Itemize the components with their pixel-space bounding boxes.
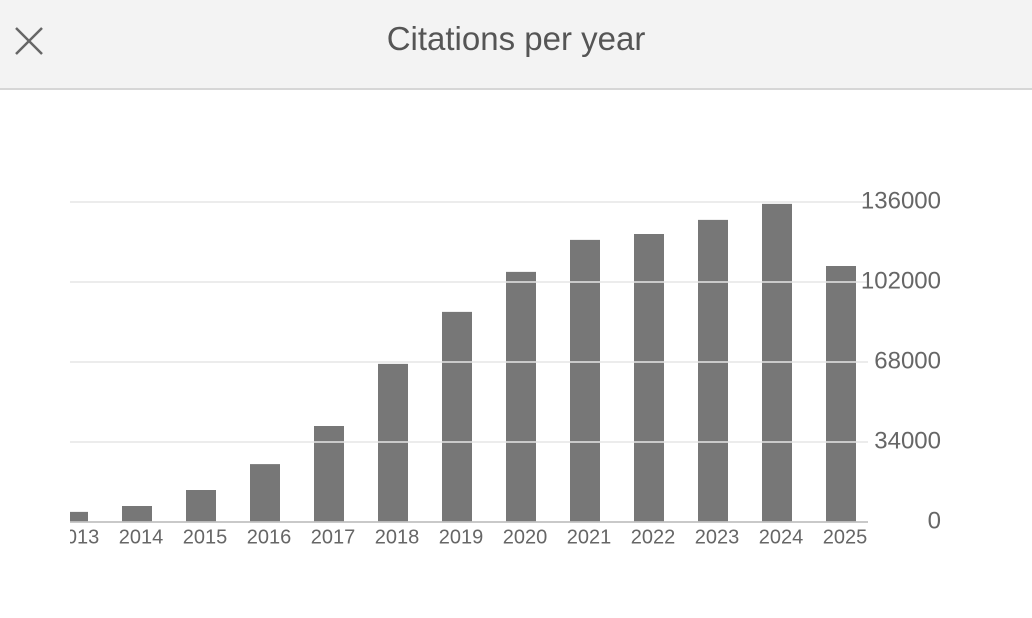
bar — [186, 490, 216, 522]
y-tick-label: 0 — [928, 507, 941, 534]
bar — [634, 234, 664, 522]
bar — [698, 219, 728, 522]
chart: 2013 2014 2015 2016 2017 2018 2019 2020 2021 2022… — [55, 187, 941, 548]
x-tick-label: 2015 — [183, 526, 228, 548]
close-button[interactable] — [12, 24, 46, 58]
bar — [378, 363, 408, 522]
x-tick-label: 2021 — [567, 526, 612, 548]
bar — [762, 203, 792, 522]
x-tick-label: 2019 — [439, 526, 484, 548]
title: Citations per year — [386, 20, 646, 57]
bar — [70, 511, 88, 522]
x-tick-label: 2022 — [631, 526, 676, 548]
bar — [250, 464, 280, 522]
x-tick-label: 2020 — [503, 526, 548, 548]
x-tick-label: 2025 — [823, 526, 868, 548]
x-tick-label: 2014 — [119, 526, 164, 548]
x-tick-label: 2013 — [55, 526, 100, 548]
x-tick-label: 2023 — [695, 526, 740, 548]
y-tick-label: 136000 — [861, 187, 941, 214]
x-tick-label: 2017 — [311, 526, 356, 548]
plot-area: 2013 2014 2015 2016 2017 2018 2019 2020 2021 2022… — [55, 203, 868, 548]
x-tick-label: 2024 — [759, 526, 804, 548]
bar — [570, 239, 600, 522]
header: Citations per year — [0, 0, 1032, 90]
bar — [122, 506, 152, 522]
bar — [826, 266, 856, 522]
bar — [506, 271, 536, 522]
y-tick-label: 34000 — [874, 427, 941, 454]
y-tick-label: 68000 — [874, 347, 941, 374]
x-tick-label: 2016 — [247, 526, 292, 548]
bar — [314, 426, 344, 522]
x-tick-label: 2018 — [375, 526, 420, 548]
y-tick-label: 102000 — [861, 267, 941, 294]
bar — [442, 311, 472, 522]
